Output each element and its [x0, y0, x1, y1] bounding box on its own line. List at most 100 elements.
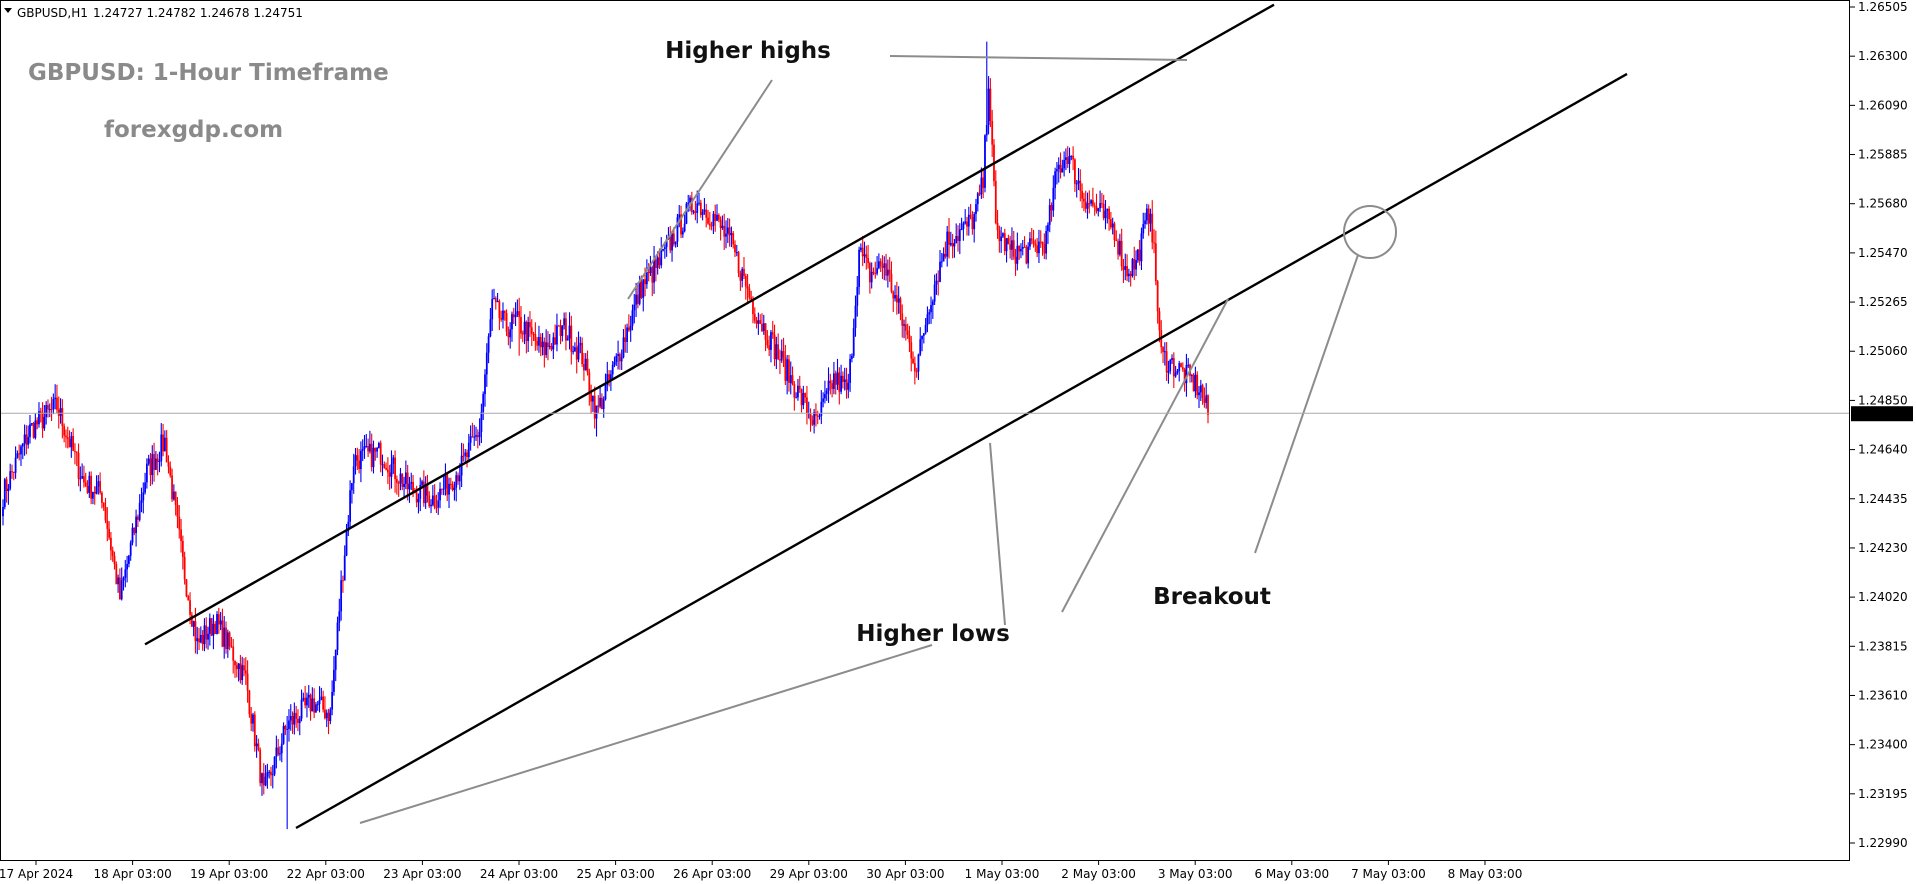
candle-down: [1084, 190, 1087, 213]
candle-body: [264, 776, 267, 786]
candle-up: [561, 325, 564, 342]
candle-up: [1056, 162, 1058, 185]
upper-channel-line[interactable]: [144, 3, 1275, 646]
candle-body: [167, 462, 170, 467]
candle-up: [953, 238, 956, 258]
candle-up: [3, 477, 6, 510]
candle-body: [1156, 281, 1159, 312]
candle-down: [529, 311, 531, 337]
candle-body: [140, 500, 143, 503]
candle-up: [1097, 207, 1100, 217]
candle-body: [1172, 358, 1175, 377]
candle-body: [928, 312, 931, 315]
candle-up: [126, 555, 128, 583]
candle-body: [867, 257, 869, 264]
candle-body: [674, 241, 677, 245]
candle-up: [577, 331, 580, 363]
candle-up: [417, 493, 420, 514]
candle-body: [842, 375, 844, 383]
candle-down: [1153, 229, 1155, 254]
candle-down: [1117, 238, 1119, 260]
candle-body: [259, 749, 262, 784]
candle-down: [66, 426, 69, 449]
candle-body: [685, 203, 688, 224]
candle-up: [79, 466, 82, 492]
candle-body: [541, 341, 544, 348]
candle-body: [577, 345, 580, 360]
candle-up: [922, 333, 925, 344]
candle-body: [198, 638, 200, 643]
candle-down: [719, 216, 722, 241]
candle-up: [849, 354, 851, 392]
candle-body: [392, 457, 395, 464]
candle-down: [397, 480, 400, 497]
candle-down: [1081, 183, 1084, 209]
candle-down: [1158, 307, 1161, 343]
candle-body: [1109, 219, 1112, 228]
candle-down: [358, 449, 361, 474]
candle-up: [192, 620, 195, 637]
candle-body: [207, 633, 209, 640]
candle-body: [485, 352, 488, 375]
candle-body: [45, 405, 48, 417]
y-tick-label: 1.23195: [1858, 787, 1908, 801]
candle-down: [428, 491, 431, 508]
candle-body: [478, 431, 481, 438]
candle-body: [1090, 200, 1092, 204]
candle-body: [419, 484, 422, 499]
candle-up: [509, 322, 512, 349]
candle-body: [822, 398, 825, 402]
candle-down: [11, 464, 13, 479]
candle-body: [279, 753, 281, 755]
candle-body: [868, 263, 871, 283]
candle-body: [642, 279, 645, 298]
candle-down: [554, 324, 557, 345]
candle-down: [394, 450, 396, 493]
candle-body: [304, 697, 307, 706]
candle-body: [1093, 205, 1096, 207]
candle-body: [1190, 375, 1193, 377]
candle-body: [838, 372, 841, 392]
candle-body: [998, 230, 1001, 242]
y-tick-label: 1.24850: [1858, 393, 1908, 407]
candle-up: [725, 220, 727, 249]
candle-down: [244, 657, 247, 685]
symbol-dropdown-icon[interactable]: [4, 8, 12, 13]
candle-body: [602, 399, 605, 410]
candle-body: [971, 217, 974, 230]
candle-body: [475, 435, 477, 437]
candle-up: [730, 226, 733, 248]
candle-down: [84, 472, 87, 488]
candle-body: [1194, 374, 1197, 392]
candle-up: [261, 772, 263, 796]
candle-body: [356, 455, 359, 461]
candle-up: [255, 735, 258, 758]
candle-up: [307, 685, 310, 708]
candle-up: [502, 302, 504, 329]
candle-up: [365, 434, 368, 448]
candle-up: [286, 716, 289, 830]
candle-down: [77, 443, 80, 487]
candle-body: [784, 357, 787, 381]
candle-body: [958, 229, 961, 241]
candle-up: [1063, 151, 1066, 177]
candle-body: [511, 314, 513, 330]
candle-body: [491, 299, 494, 320]
candle-down: [1039, 230, 1042, 248]
candle-body: [1140, 233, 1143, 262]
candle-body: [527, 322, 530, 342]
candle-up: [1070, 155, 1073, 161]
candle-up: [154, 451, 157, 470]
candle-body: [12, 471, 15, 473]
candle-up: [894, 285, 896, 302]
candle-body: [701, 211, 704, 215]
lower-channel-line[interactable]: [295, 72, 1628, 830]
candle-body: [7, 488, 10, 492]
candle-body: [566, 338, 569, 341]
candle-down: [1156, 279, 1159, 324]
candle-up: [145, 458, 148, 489]
candle-up: [223, 616, 226, 659]
candle-down: [1115, 230, 1118, 242]
candle-down: [806, 385, 808, 425]
candle-body: [403, 483, 405, 487]
